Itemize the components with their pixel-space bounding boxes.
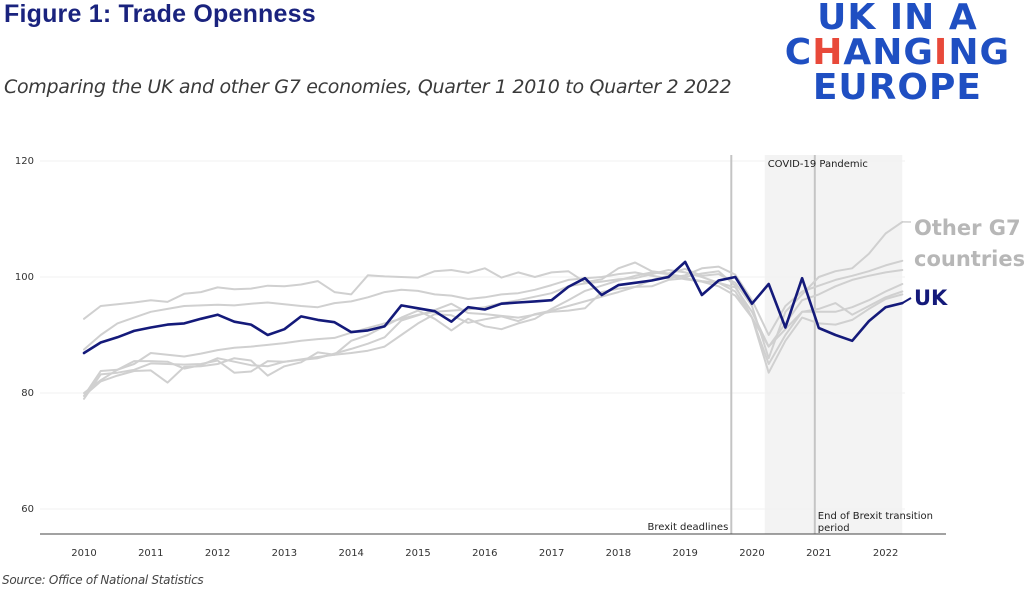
- y-tick-label: 120: [15, 156, 34, 167]
- x-tick-label: 2019: [672, 548, 697, 559]
- covid-pandemic-annotation: COVID-19 Pandemic: [768, 159, 868, 170]
- x-tick-label: 2021: [806, 548, 831, 559]
- logo-line-2: CHANGING: [784, 32, 1010, 73]
- y-tick-label: 60: [21, 504, 34, 515]
- figure-title: Figure 1: Trade Openness: [4, 0, 316, 28]
- uk-in-a-changing-europe-logo: UK IN A CHANGING EUROPE: [784, 0, 1010, 108]
- logo-letter: G: [903, 32, 934, 73]
- x-tick-label: 2017: [539, 548, 564, 559]
- legend-label-uk: UK: [914, 286, 948, 310]
- series-line-other-g7-2: [83, 259, 904, 351]
- source-note: Source: Office of National Statistics: [2, 573, 204, 587]
- series-line-other-g7-1: [83, 220, 904, 360]
- legend-label-other-g7: Other G7: [914, 216, 1021, 240]
- x-tick-label: 2018: [606, 548, 631, 559]
- x-tick-label: 2022: [873, 548, 898, 559]
- x-tick-label: 2012: [205, 548, 230, 559]
- label-connector-uk: [901, 297, 912, 304]
- x-tick-label: 2016: [472, 548, 497, 559]
- series-line-other-g7-6: [83, 270, 904, 397]
- x-tick-label: 2020: [739, 548, 764, 559]
- x-tick-label: 2013: [272, 548, 297, 559]
- logo-line-1: UK IN A: [817, 0, 978, 38]
- y-tick-label: 100: [15, 272, 34, 283]
- logo-letter-accent: I: [933, 32, 949, 73]
- end-of-transition-annotation-line2: period: [818, 523, 850, 534]
- series-line-uk: [82, 260, 904, 355]
- figure-subtitle: Comparing the UK and other G7 economies,…: [4, 76, 732, 98]
- logo-line-3: EUROPE: [812, 67, 982, 108]
- x-tick-label: 2010: [71, 548, 96, 559]
- x-tick-label: 2015: [405, 548, 430, 559]
- brexit-deadlines-annotation: Brexit deadlines: [648, 522, 729, 533]
- logo-letter: AN: [843, 32, 904, 73]
- x-tick-label: 2011: [138, 548, 163, 559]
- logo-letter: C: [784, 32, 813, 73]
- covid-shaded-region: [764, 155, 903, 534]
- legend-label-other-g7-line2: countries: [914, 247, 1024, 271]
- y-tick-label: 80: [21, 388, 34, 399]
- series-line-other-g7-4: [83, 277, 904, 394]
- x-tick-label: 2014: [338, 548, 363, 559]
- logo-letter-accent: H: [812, 32, 844, 73]
- logo-letter: NG: [948, 32, 1010, 73]
- end-of-transition-annotation: End of Brexit transition: [818, 511, 933, 522]
